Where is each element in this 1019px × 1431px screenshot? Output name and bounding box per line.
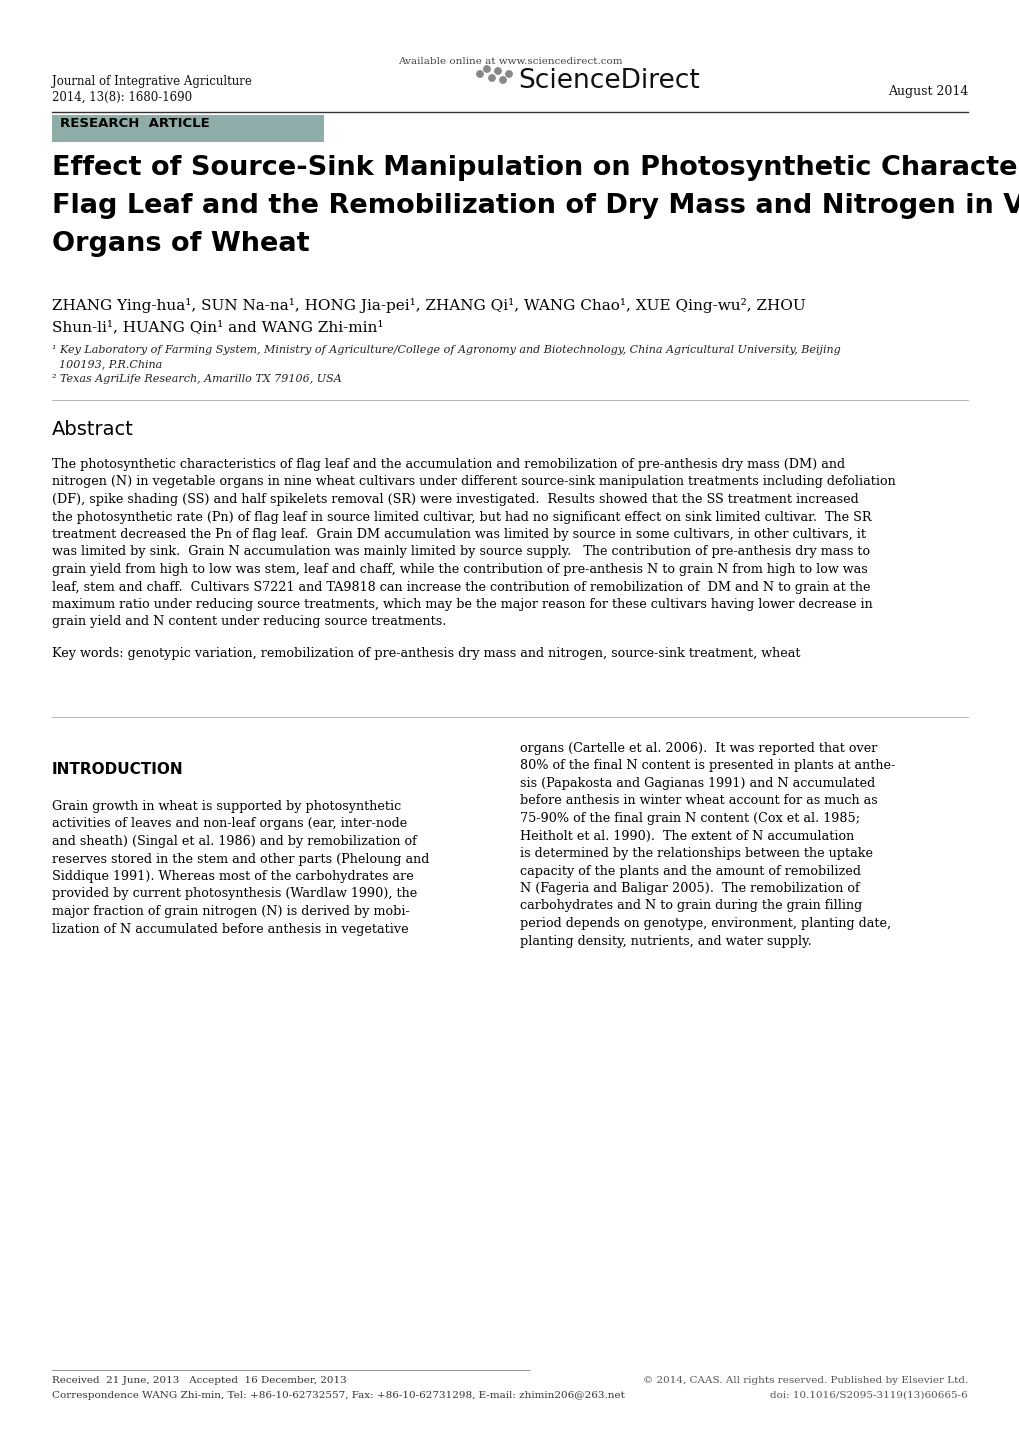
Text: grain yield and N content under reducing source treatments.: grain yield and N content under reducing… [52, 615, 446, 628]
Text: activities of leaves and non-leaf organs (ear, inter-node: activities of leaves and non-leaf organs… [52, 817, 407, 830]
Text: is determined by the relationships between the uptake: is determined by the relationships betwe… [520, 847, 872, 860]
Text: Organs of Wheat: Organs of Wheat [52, 230, 310, 258]
Text: 100193, P.R.China: 100193, P.R.China [52, 359, 162, 369]
Text: ¹ Key Laboratory of Farming System, Ministry of Agriculture/College of Agronomy : ¹ Key Laboratory of Farming System, Mini… [52, 345, 840, 355]
Text: was limited by sink.  Grain N accumulation was mainly limited by source supply. : was limited by sink. Grain N accumulatio… [52, 545, 869, 558]
Text: © 2014, CAAS. All rights reserved. Published by Elsevier Ltd.: © 2014, CAAS. All rights reserved. Publi… [642, 1377, 967, 1385]
Text: major fraction of grain nitrogen (N) is derived by mobi-: major fraction of grain nitrogen (N) is … [52, 904, 410, 919]
Text: 75-90% of the final grain N content (Cox et al. 1985;: 75-90% of the final grain N content (Cox… [520, 811, 859, 826]
Text: The photosynthetic characteristics of flag leaf and the accumulation and remobil: The photosynthetic characteristics of fl… [52, 458, 845, 471]
Circle shape [494, 67, 500, 74]
Text: nitrogen (N) in vegetable organs in nine wheat cultivars under different source-: nitrogen (N) in vegetable organs in nine… [52, 475, 895, 488]
Bar [52, 114, 324, 142]
Text: ² Texas AgriLife Research, Amarillo TX 79106, USA: ² Texas AgriLife Research, Amarillo TX 7… [52, 373, 341, 384]
Text: Effect of Source-Sink Manipulation on Photosynthetic Characteristics of: Effect of Source-Sink Manipulation on Ph… [52, 155, 1019, 180]
Text: N (Fageria and Baligar 2005).  The remobilization of: N (Fageria and Baligar 2005). The remobi… [520, 881, 859, 894]
Text: 80% of the final N content is presented in plants at anthe-: 80% of the final N content is presented … [520, 760, 895, 773]
Text: ScienceDirect: ScienceDirect [518, 69, 699, 94]
Text: Correspondence WANG Zhi-min, Tel: +86-10-62732557, Fax: +86-10-62731298, E-mail:: Correspondence WANG Zhi-min, Tel: +86-10… [52, 1391, 625, 1400]
Text: Heitholt et al. 1990).  The extent of N accumulation: Heitholt et al. 1990). The extent of N a… [520, 830, 854, 843]
Text: Journal of Integrative Agriculture: Journal of Integrative Agriculture [52, 74, 252, 87]
Circle shape [476, 70, 483, 77]
Text: August 2014: August 2014 [887, 84, 967, 97]
Text: the photosynthetic rate (Pn) of flag leaf in source limited cultivar, but had no: the photosynthetic rate (Pn) of flag lea… [52, 511, 870, 524]
Text: Key words: genotypic variation, remobilization of pre-anthesis dry mass and nitr: Key words: genotypic variation, remobili… [52, 647, 800, 660]
Circle shape [499, 77, 505, 83]
Text: lization of N accumulated before anthesis in vegetative: lization of N accumulated before anthesi… [52, 923, 409, 936]
Text: period depends on genotype, environment, planting date,: period depends on genotype, environment,… [520, 917, 891, 930]
Text: leaf, stem and chaff.  Cultivars S7221 and TA9818 can increase the contribution : leaf, stem and chaff. Cultivars S7221 an… [52, 581, 869, 594]
Text: Available online at www.sciencedirect.com: Available online at www.sciencedirect.co… [397, 57, 622, 66]
Text: grain yield from high to low was stem, leaf and chaff, while the contribution of: grain yield from high to low was stem, l… [52, 562, 867, 577]
Circle shape [488, 74, 494, 82]
Text: Abstract: Abstract [52, 421, 133, 439]
Text: INTRODUCTION: INTRODUCTION [52, 761, 183, 777]
Text: before anthesis in winter wheat account for as much as: before anthesis in winter wheat account … [520, 794, 877, 807]
Text: organs (Cartelle et al. 2006).  It was reported that over: organs (Cartelle et al. 2006). It was re… [520, 743, 876, 756]
Text: (DF), spike shading (SS) and half spikelets removal (SR) were investigated.  Res: (DF), spike shading (SS) and half spikel… [52, 494, 858, 507]
Text: reserves stored in the stem and other parts (Pheloung and: reserves stored in the stem and other pa… [52, 853, 429, 866]
Text: Shun-li¹, HUANG Qin¹ and WANG Zhi-min¹: Shun-li¹, HUANG Qin¹ and WANG Zhi-min¹ [52, 321, 383, 333]
Text: planting density, nutrients, and water supply.: planting density, nutrients, and water s… [520, 934, 811, 947]
Text: Flag Leaf and the Remobilization of Dry Mass and Nitrogen in Vegetative: Flag Leaf and the Remobilization of Dry … [52, 193, 1019, 219]
Circle shape [483, 66, 490, 72]
Text: treatment decreased the Pn of flag leaf.  Grain DM accumulation was limited by s: treatment decreased the Pn of flag leaf.… [52, 528, 865, 541]
Text: 2014, 13(8): 1680-1690: 2014, 13(8): 1680-1690 [52, 92, 192, 104]
Text: Received  21 June, 2013   Accepted  16 December, 2013: Received 21 June, 2013 Accepted 16 Decem… [52, 1377, 346, 1385]
Text: sis (Papakosta and Gagianas 1991) and N accumulated: sis (Papakosta and Gagianas 1991) and N … [520, 777, 874, 790]
Text: RESEARCH  ARTICLE: RESEARCH ARTICLE [60, 117, 210, 130]
Text: ZHANG Ying-hua¹, SUN Na-na¹, HONG Jia-pei¹, ZHANG Qi¹, WANG Chao¹, XUE Qing-wu²,: ZHANG Ying-hua¹, SUN Na-na¹, HONG Jia-pe… [52, 298, 805, 313]
Circle shape [505, 70, 512, 77]
Text: and sheath) (Singal et al. 1986) and by remobilization of: and sheath) (Singal et al. 1986) and by … [52, 836, 417, 849]
Text: Siddique 1991). Whereas most of the carbohydrates are: Siddique 1991). Whereas most of the carb… [52, 870, 414, 883]
Text: capacity of the plants and the amount of remobilized: capacity of the plants and the amount of… [520, 864, 860, 877]
Text: provided by current photosynthesis (Wardlaw 1990), the: provided by current photosynthesis (Ward… [52, 887, 417, 900]
Text: Grain growth in wheat is supported by photosynthetic: Grain growth in wheat is supported by ph… [52, 800, 400, 813]
Text: doi: 10.1016/S2095-3119(13)60665-6: doi: 10.1016/S2095-3119(13)60665-6 [769, 1391, 967, 1400]
Text: carbohydrates and N to grain during the grain filling: carbohydrates and N to grain during the … [520, 900, 861, 913]
Text: maximum ratio under reducing source treatments, which may be the major reason fo: maximum ratio under reducing source trea… [52, 598, 872, 611]
